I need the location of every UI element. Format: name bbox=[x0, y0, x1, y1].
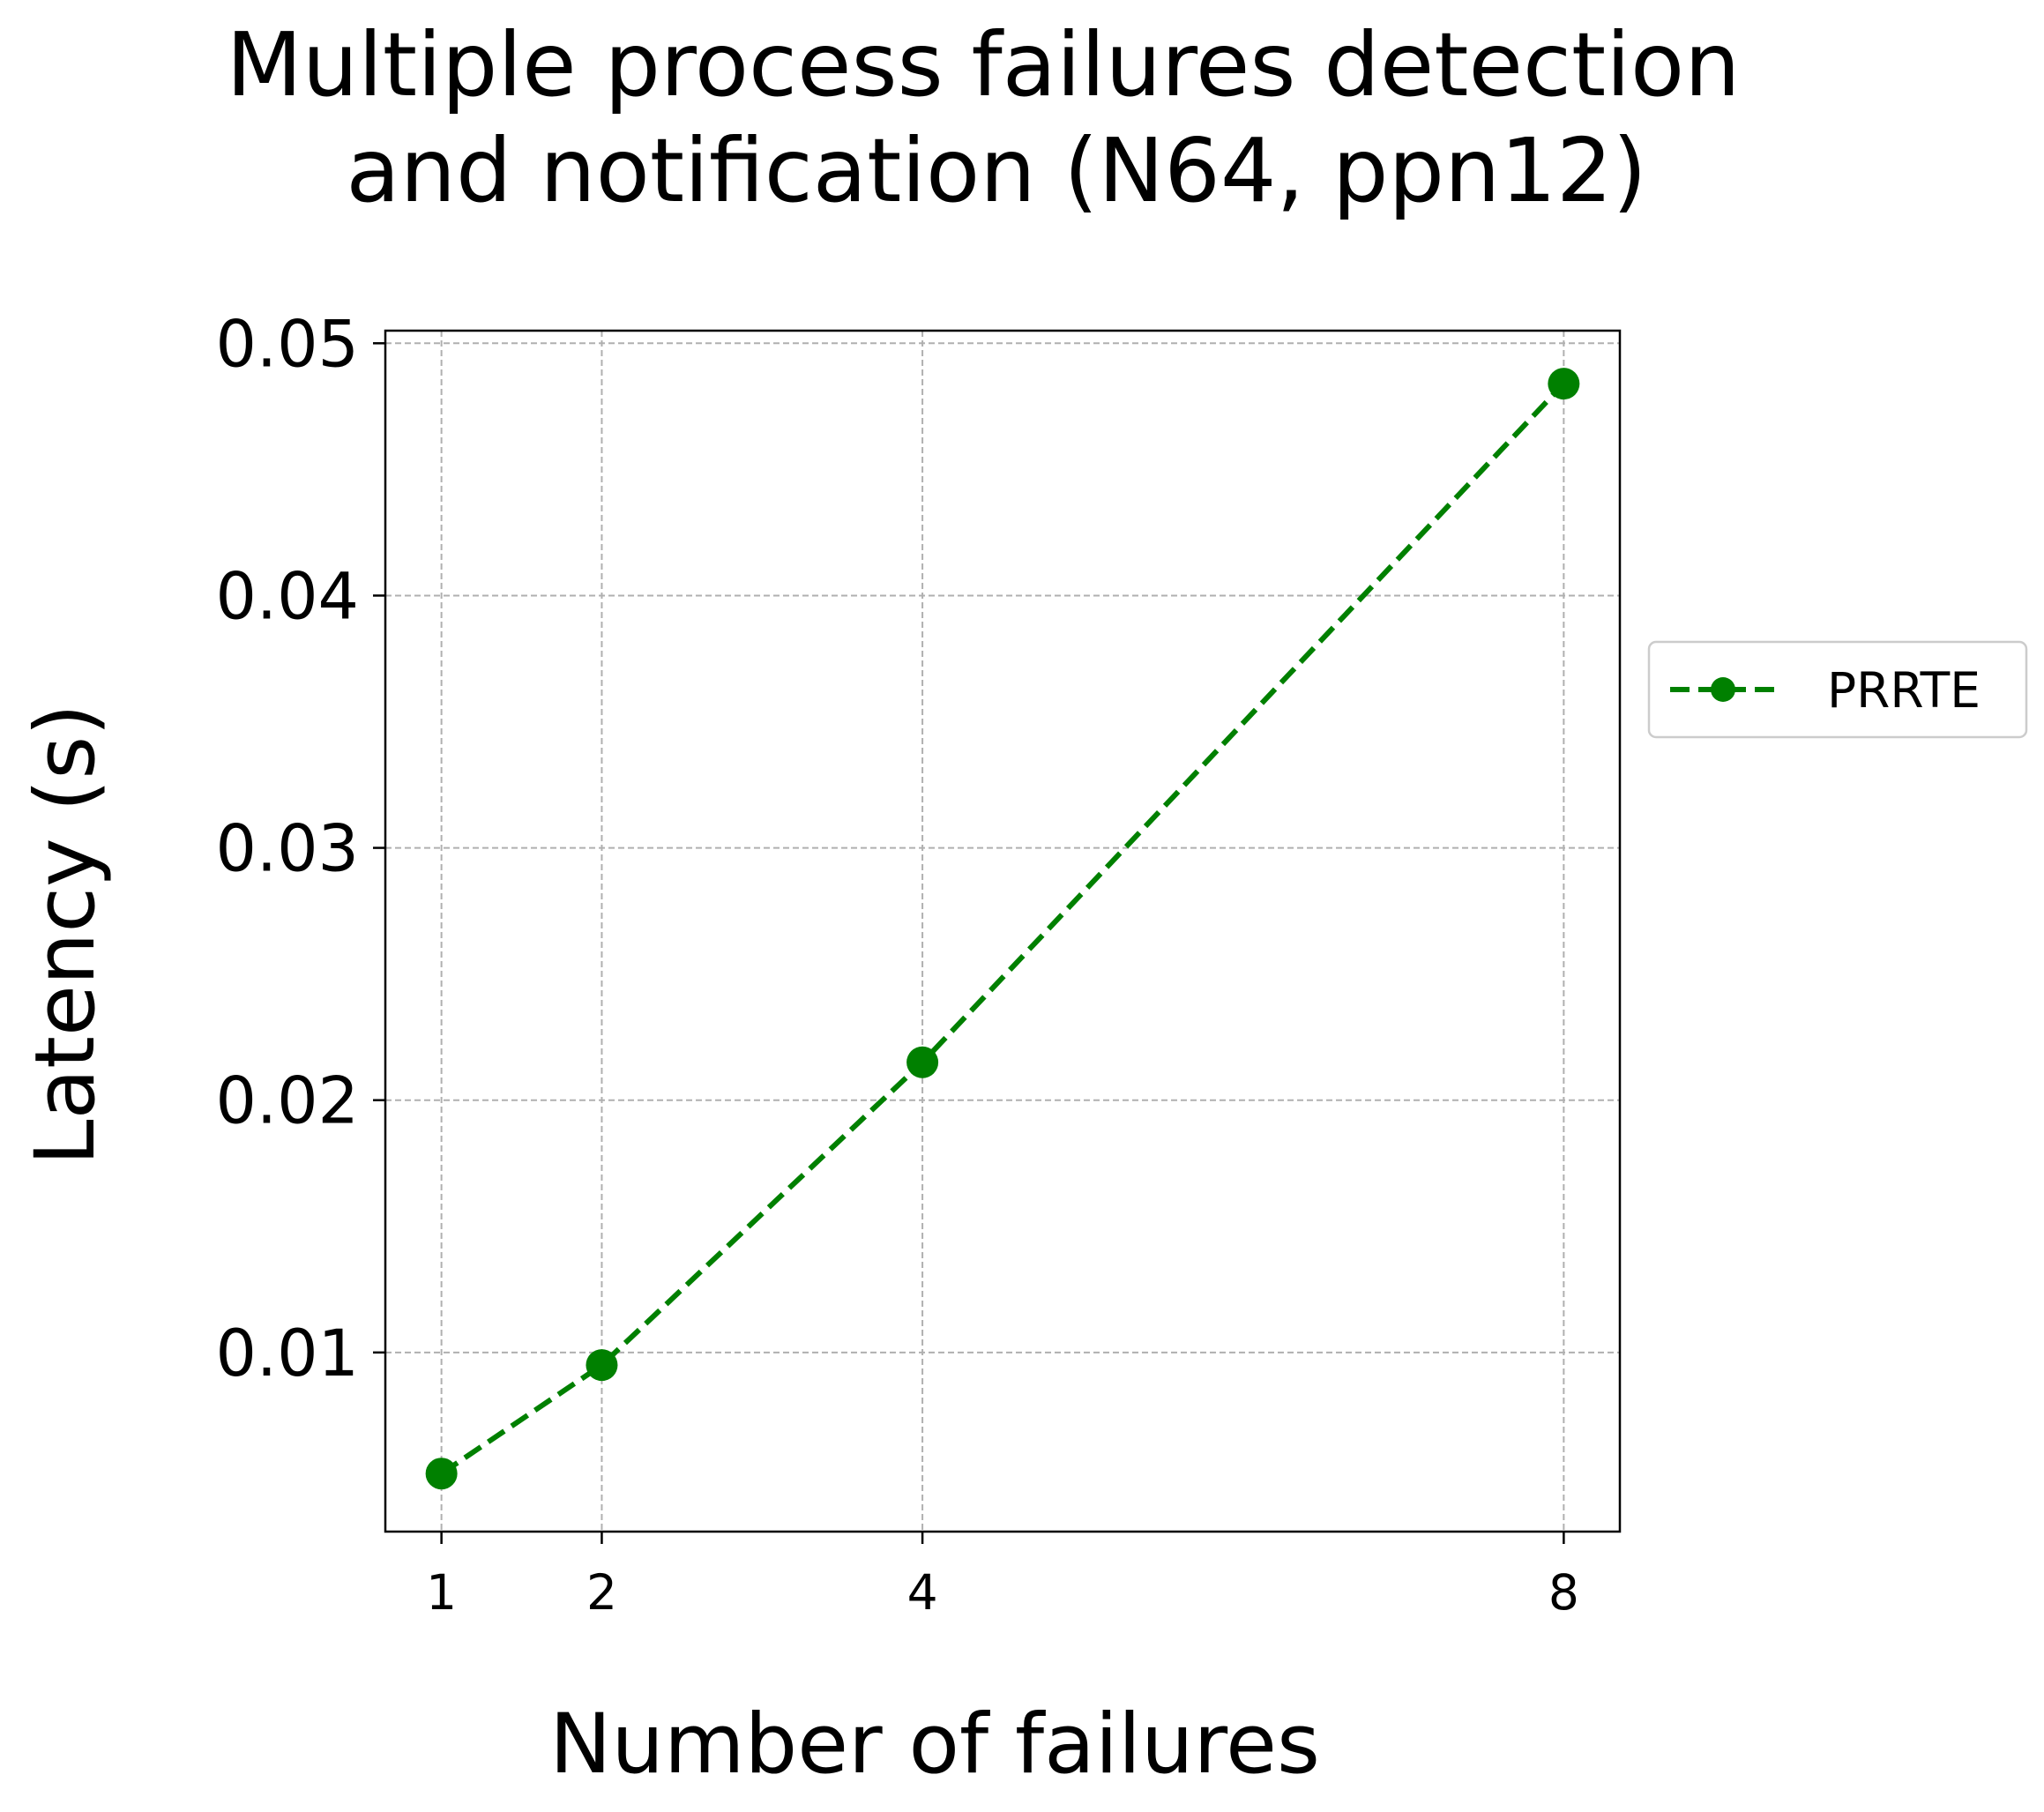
data-point-PRRTE-8 bbox=[1548, 368, 1580, 400]
plot-axes bbox=[384, 329, 1622, 1533]
y-tick-label-0.04: 0.04 bbox=[215, 559, 359, 634]
x-tick-label-8: 8 bbox=[1548, 1564, 1579, 1621]
y-tick-label-0.01: 0.01 bbox=[215, 1316, 359, 1391]
tick-marks: 1 2 4 8 0.01 0.02 0.03 0.04 0.05 bbox=[215, 307, 1578, 1621]
legend-marker-PRRTE bbox=[1711, 677, 1735, 702]
series-line-PRRTE bbox=[439, 382, 1566, 1476]
data-point-PRRTE-2 bbox=[586, 1349, 618, 1382]
data-point-PRRTE-1 bbox=[425, 1458, 458, 1490]
chart-title: Multiple process failures detection and … bbox=[226, 13, 1740, 222]
chart-title-line-2: and notification (N64, ppn12) bbox=[346, 119, 1646, 222]
y-tick-label-0.02: 0.02 bbox=[215, 1064, 359, 1139]
legend: PRRTE bbox=[1647, 640, 2028, 739]
legend-box bbox=[1647, 640, 2028, 739]
x-axis-label: Number of failures bbox=[549, 1696, 1320, 1793]
legend-label-PRRTE: PRRTE bbox=[1827, 662, 1981, 719]
y-tick-label-0.03: 0.03 bbox=[215, 812, 359, 887]
data-point-PRRTE-4 bbox=[906, 1046, 939, 1078]
y-axis-label: Latency (s) bbox=[18, 704, 114, 1166]
chart-title-line-1: Multiple process failures detection bbox=[226, 13, 1740, 116]
x-tick-label-1: 1 bbox=[426, 1564, 457, 1621]
x-tick-label-4: 4 bbox=[907, 1564, 938, 1621]
grid-lines bbox=[385, 331, 1620, 1532]
series-layer bbox=[425, 368, 1580, 1490]
y-tick-label-0.05: 0.05 bbox=[215, 307, 359, 382]
x-tick-label-2: 2 bbox=[586, 1564, 617, 1621]
plot-frame bbox=[384, 329, 1622, 1533]
